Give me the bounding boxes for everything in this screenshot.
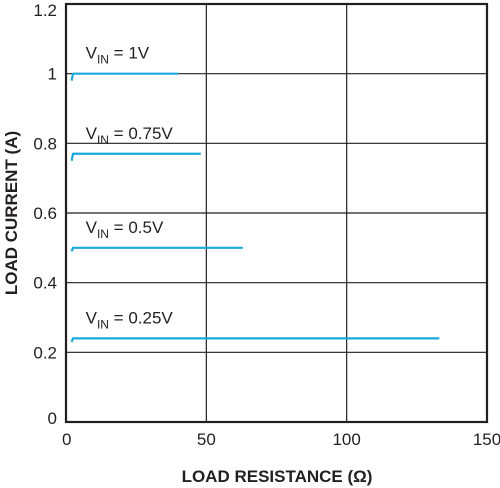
x-tick-label: 0 (62, 430, 71, 449)
series-label-value: = 0.5V (109, 218, 164, 237)
series-label-value: = 1V (109, 44, 150, 63)
y-tick-label: 1 (48, 65, 57, 84)
series-label-value: = 0.25V (109, 308, 173, 327)
series-label-subscript: IN (97, 227, 109, 241)
x-tick-label: 150 (473, 430, 500, 449)
series-label-main: V (86, 308, 98, 327)
x-tick-label: 100 (332, 430, 360, 449)
series-label-subscript: IN (97, 317, 109, 331)
series-label: VIN = 0.75V (86, 124, 174, 147)
y-axis-label: LOAD CURRENT (A) (2, 131, 21, 295)
y-tick-label: 0.2 (33, 343, 57, 362)
series-label-main: V (86, 44, 98, 63)
y-tick-label: 0.8 (33, 134, 57, 153)
x-tick-label: 50 (197, 430, 216, 449)
series-line (70, 337, 440, 343)
y-tick-label: 0.6 (33, 204, 57, 223)
plot-frame (64, 2, 489, 424)
y-tick-label: 1.2 (33, 1, 57, 20)
x-tick-labels: 0 50 100 150 (62, 430, 500, 449)
y-tick-label: 0.4 (33, 274, 57, 293)
series-label-subscript: IN (97, 133, 109, 147)
x-axis-label: LOAD RESISTANCE (Ω) (182, 467, 373, 486)
series-label-main: V (86, 124, 98, 143)
series-lines (70, 72, 440, 343)
series-label-main: V (86, 218, 98, 237)
series-line (70, 246, 243, 252)
series-label-value: = 0.75V (109, 124, 173, 143)
grid-lines (66, 4, 487, 422)
series-label: VIN = 0.25V (86, 308, 174, 331)
y-tick-label: 0 (48, 409, 57, 428)
series-line (70, 72, 179, 81)
y-tick-labels: 0 0.2 0.4 0.6 0.8 1 1.2 (33, 1, 57, 428)
series-label: VIN = 0.5V (86, 218, 164, 241)
series-label-subscript: IN (97, 53, 109, 67)
series-label: VIN = 1V (86, 44, 150, 67)
plot-border (64, 2, 489, 424)
series-line (70, 152, 201, 161)
